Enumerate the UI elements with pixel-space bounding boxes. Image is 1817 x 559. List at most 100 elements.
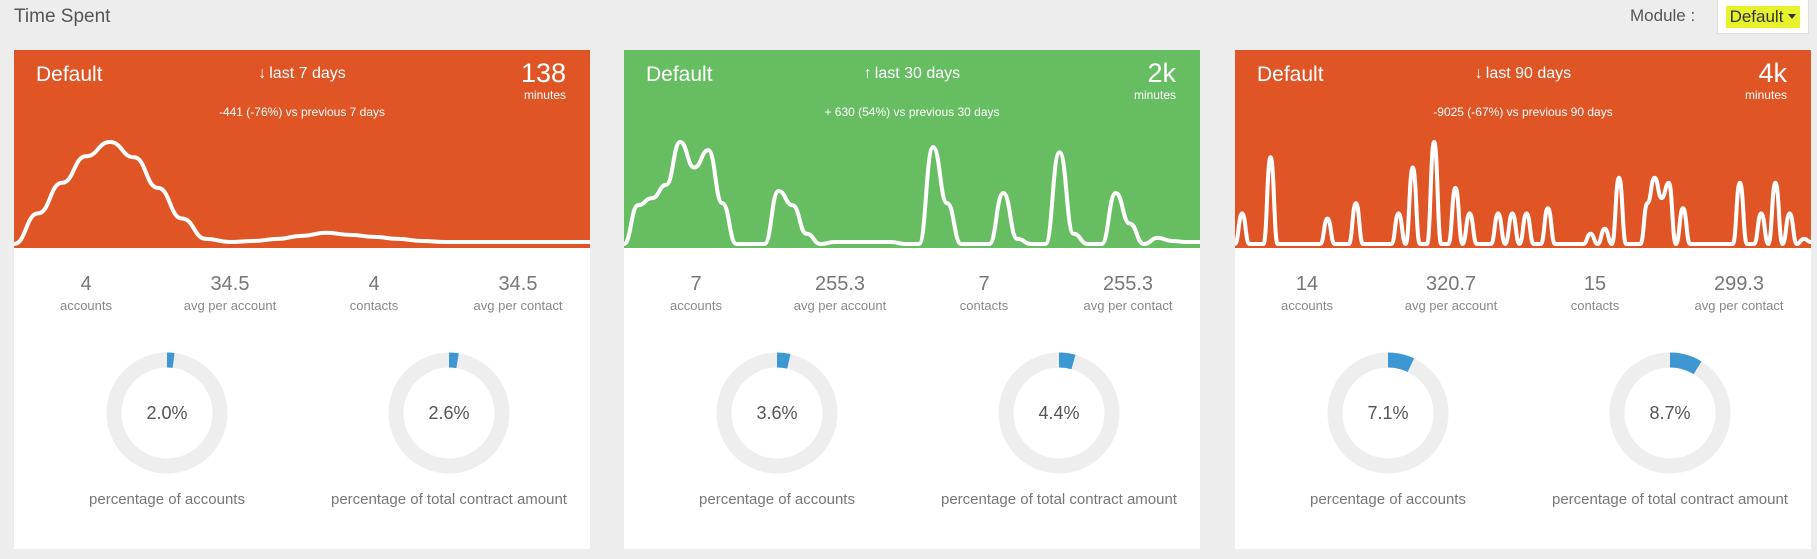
arrow-up-icon: ↑ bbox=[863, 65, 872, 82]
contract-amount-percentage-donut: 2.6% percentage of total contract amount bbox=[329, 348, 569, 508]
stat-value: 7 bbox=[978, 273, 990, 295]
comparison-text: + 630 (54%) vs previous 30 days bbox=[824, 105, 1000, 119]
time-spent-card: Default ↓ last 7 days -441 (-76%) vs prev… bbox=[14, 50, 590, 549]
stat-contacts: 7 contacts bbox=[912, 273, 1056, 313]
sparkline-series bbox=[624, 140, 1200, 246]
contract-amount-percentage-donut: 8.7% percentage of total contract amount bbox=[1550, 348, 1790, 508]
stat-label: accounts bbox=[1280, 298, 1334, 313]
period-text: last 90 days bbox=[1485, 65, 1572, 82]
donut-fill bbox=[1327, 352, 1449, 474]
donut-ring bbox=[1327, 352, 1449, 474]
stat-label: avg per contact bbox=[1083, 298, 1173, 313]
donut-caption: percentage of total contract amount bbox=[331, 491, 567, 508]
sparkline-chart bbox=[624, 140, 1200, 246]
card-header: Default ↓ last 90 days -9025 (-67%) vs pr… bbox=[1235, 50, 1811, 248]
stat-label: contacts bbox=[959, 298, 1009, 313]
stat-value: 4 bbox=[368, 273, 380, 295]
stat-value: 320.7 bbox=[1425, 273, 1477, 295]
stat-accounts: 7 accounts bbox=[624, 273, 768, 313]
card-title: Default bbox=[646, 63, 713, 86]
stat-label: avg per account bbox=[793, 298, 887, 313]
stat-accounts: 4 accounts bbox=[14, 273, 158, 313]
stat-avg-per-contact: 34.5 avg per contact bbox=[446, 273, 590, 313]
donut-percentage: 7.1% bbox=[1367, 402, 1409, 423]
module-label: Module : bbox=[1630, 6, 1696, 25]
sparkline-chart bbox=[1235, 140, 1811, 246]
total-value: 4k minutes bbox=[1744, 60, 1787, 102]
arrow-down-icon: ↓ bbox=[1474, 65, 1483, 82]
stat-avg-per-account: 34.5 avg per account bbox=[158, 273, 302, 313]
stats-row: 7 accounts 255.3 avg per account 7 contact… bbox=[624, 273, 1200, 313]
stat-value: 299.3 bbox=[1713, 273, 1765, 295]
period-text: last 7 days bbox=[269, 65, 346, 82]
contract-amount-percentage-donut: 4.4% percentage of total contract amount bbox=[939, 348, 1179, 508]
stat-label: accounts bbox=[669, 298, 723, 313]
stat-value: 255.3 bbox=[814, 273, 866, 295]
module-dropdown[interactable]: Default bbox=[1717, 0, 1809, 34]
donut-fill bbox=[106, 352, 228, 474]
donut-fill bbox=[388, 352, 510, 474]
time-spent-card: Default ↓ last 90 days -9025 (-67%) vs pr… bbox=[1235, 50, 1811, 549]
stat-value: 15 bbox=[1583, 273, 1607, 295]
period-label: ↓ last 90 days bbox=[1235, 65, 1811, 83]
donut-percentage: 4.4% bbox=[1038, 402, 1080, 423]
total-value: 2k minutes bbox=[1133, 58, 1176, 102]
stat-avg-per-contact: 255.3 avg per contact bbox=[1056, 273, 1200, 313]
period-label: ↓ last 7 days bbox=[14, 65, 590, 83]
total-unit: minutes bbox=[523, 88, 566, 102]
card-title: Default bbox=[36, 63, 103, 86]
stat-accounts: 14 accounts bbox=[1235, 273, 1379, 313]
stat-value: 14 bbox=[1295, 273, 1319, 295]
stat-label: contacts bbox=[349, 298, 399, 313]
total-unit: minutes bbox=[1744, 88, 1787, 102]
time-spent-card: Default ↑ last 30 days + 630 (54%) vs pre… bbox=[624, 50, 1200, 549]
card-title: Default bbox=[1257, 63, 1324, 86]
stat-label: avg per contact bbox=[473, 298, 563, 313]
sparkline-series bbox=[1235, 140, 1811, 246]
donut-fill bbox=[1609, 352, 1731, 474]
caret-down-icon bbox=[1788, 14, 1797, 19]
donut-ring bbox=[1609, 352, 1731, 474]
sparkline-chart bbox=[14, 140, 590, 246]
total-number: 2k bbox=[1147, 58, 1176, 88]
stat-label: avg per account bbox=[1404, 298, 1498, 313]
donut-caption: percentage of accounts bbox=[89, 491, 245, 508]
stats-row: 14 accounts 320.7 avg per account 15 conta… bbox=[1235, 273, 1811, 313]
donut-fill bbox=[716, 352, 838, 474]
stat-value: 4 bbox=[80, 273, 92, 295]
accounts-percentage-donut: 7.1% percentage of accounts bbox=[1268, 348, 1508, 508]
donut-caption: percentage of total contract amount bbox=[941, 491, 1177, 508]
donut-caption: percentage of total contract amount bbox=[1552, 491, 1788, 508]
stat-contacts: 15 contacts bbox=[1523, 273, 1667, 313]
donut-ring bbox=[106, 352, 228, 474]
donut-ring bbox=[388, 352, 510, 474]
stat-value: 255.3 bbox=[1102, 273, 1154, 295]
module-dropdown-text: Default bbox=[1729, 6, 1784, 26]
donut-ring bbox=[716, 352, 838, 474]
period-text: last 30 days bbox=[874, 65, 961, 82]
stat-label: contacts bbox=[1570, 298, 1620, 313]
donut-percentage: 8.7% bbox=[1649, 402, 1691, 423]
module-dropdown-value[interactable]: Default bbox=[1725, 5, 1801, 28]
stats-row: 4 accounts 34.5 avg per account 4 contacts… bbox=[14, 273, 590, 313]
total-value: 138 minutes bbox=[521, 60, 566, 102]
stat-label: accounts bbox=[59, 298, 113, 313]
stat-avg-per-account: 320.7 avg per account bbox=[1379, 273, 1523, 313]
donut-ring bbox=[998, 352, 1120, 474]
sparkline-series bbox=[14, 140, 590, 246]
comparison-text: -9025 (-67%) vs previous 90 days bbox=[1433, 105, 1613, 119]
stat-avg-per-account: 255.3 avg per account bbox=[768, 273, 912, 313]
donut-percentage: 3.6% bbox=[756, 402, 798, 423]
page-title: Time Spent bbox=[14, 6, 111, 27]
stat-value: 34.5 bbox=[498, 273, 538, 295]
arrow-down-icon: ↓ bbox=[258, 65, 267, 82]
stat-value: 7 bbox=[690, 273, 702, 295]
card-header: Default ↓ last 7 days -441 (-76%) vs prev… bbox=[14, 50, 590, 248]
donut-caption: percentage of accounts bbox=[1310, 491, 1466, 508]
total-unit: minutes bbox=[1133, 88, 1176, 102]
period-label: ↑ last 30 days bbox=[624, 65, 1200, 83]
donut-caption: percentage of accounts bbox=[699, 491, 855, 508]
stat-avg-per-contact: 299.3 avg per contact bbox=[1667, 273, 1811, 313]
accounts-percentage-donut: 2.0% percentage of accounts bbox=[47, 348, 287, 508]
card-header: Default ↑ last 30 days + 630 (54%) vs pre… bbox=[624, 50, 1200, 248]
